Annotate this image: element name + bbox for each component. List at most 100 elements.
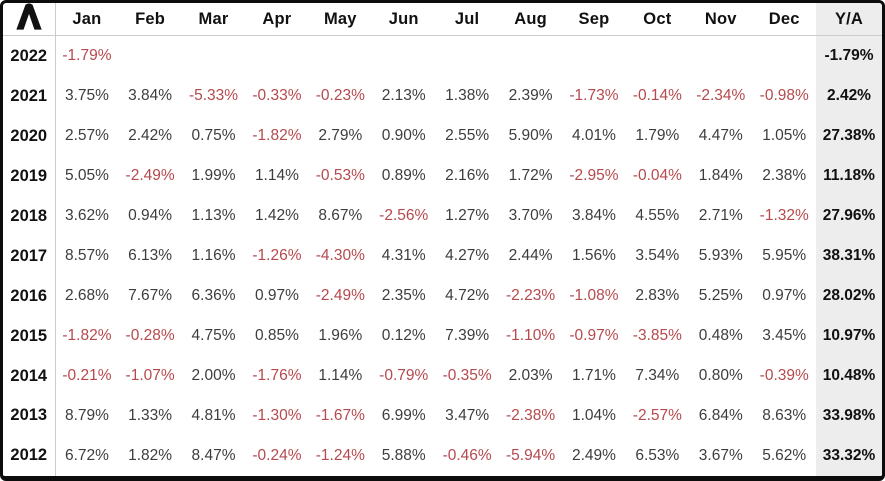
return-cell-2021-jan: 3.75%: [64, 87, 109, 105]
return-cell-2014-feb: -1.07%: [125, 367, 175, 385]
return-cell-2017-nov: 5.93%: [698, 247, 743, 265]
return-cell-2020-feb: 2.42%: [128, 127, 173, 145]
return-cell-2012-oct: 6.53%: [635, 446, 680, 464]
return-cell-2019-nov: 1.84%: [698, 167, 743, 185]
return-cell-2018-jul: 1.27%: [445, 207, 490, 225]
ya-cell-2014: 10.48%: [816, 356, 882, 396]
year-cell-2015: 2015: [3, 316, 56, 357]
return-cell-2018-dec: -1.32%: [759, 207, 809, 225]
return-cell-2020-may: 2.79%: [318, 127, 363, 145]
return-cell-2012-dec: 5.62%: [762, 446, 807, 464]
return-cell-2015-jul: 7.39%: [445, 327, 490, 345]
return-cell-2014-nov: 0.80%: [698, 367, 743, 385]
ya-cell-2016: 28.02%: [816, 276, 882, 317]
return-cell-2012-may: -1.24%: [315, 446, 365, 464]
column-header-mar: Mar: [181, 3, 246, 36]
return-cell-2021-dec: -0.98%: [759, 87, 809, 105]
return-cell-2012-mar: 8.47%: [191, 446, 236, 464]
column-header-jul: Jul: [435, 3, 499, 36]
return-cell-2017-may: -4.30%: [315, 247, 365, 265]
column-header-apr: Apr: [245, 3, 309, 36]
table-row-2021: 2021 3.75% 3.84% -5.33% -0.33% -0.23% 2.13% 1.3…: [3, 76, 882, 117]
return-cell-2019-sep: -2.95%: [569, 167, 619, 185]
return-cell-2016-oct: 2.83%: [635, 287, 680, 305]
column-header-aug: Aug: [498, 3, 563, 36]
column-header-jun: Jun: [372, 3, 436, 36]
return-cell-2013-dec: 8.63%: [762, 406, 807, 424]
return-cell-2015-mar: 4.75%: [191, 327, 236, 345]
return-cell-2014-aug: 2.03%: [508, 367, 553, 385]
column-header-nov: Nov: [689, 3, 753, 36]
return-cell-2021-may: -0.23%: [315, 87, 365, 105]
column-header-oct: Oct: [625, 3, 690, 36]
return-cell-2018-sep: 3.84%: [571, 207, 616, 225]
return-cell-2019-apr: 1.14%: [254, 167, 299, 185]
year-cell-2021: 2021: [3, 76, 56, 117]
return-cell-2022-sep: [562, 36, 625, 77]
return-cell-2020-aug: 5.90%: [508, 127, 553, 145]
return-cell-2020-jul: 2.55%: [445, 127, 490, 145]
return-cell-2016-mar: 6.36%: [191, 287, 236, 305]
return-cell-2013-mar: 4.81%: [191, 406, 236, 424]
column-header-ya: Y/A: [816, 3, 882, 36]
return-cell-2016-nov: 5.25%: [698, 287, 743, 305]
return-cell-2022-jun: [372, 36, 435, 77]
return-cell-2015-dec: 3.45%: [762, 327, 807, 345]
table-row-2019: 2019 5.05% -2.49% 1.99% 1.14% -0.53% 0.89% 2.16…: [3, 156, 882, 197]
return-cell-2017-aug: 2.44%: [508, 247, 553, 265]
return-cell-2016-sep: -1.08%: [569, 287, 619, 305]
return-cell-2019-oct: -0.04%: [632, 167, 682, 185]
table-row-2016: 2016 2.68% 7.67% 6.36% 0.97% -2.49% 2.35% 4.72%…: [3, 276, 882, 317]
return-cell-2018-may: 8.67%: [318, 207, 363, 225]
return-cell-2020-dec: 1.05%: [762, 127, 807, 145]
return-cell-2014-oct: 7.34%: [635, 367, 680, 385]
return-cell-2017-dec: 5.95%: [762, 247, 807, 265]
caret-logo-icon[interactable]: [14, 3, 44, 30]
return-cell-2013-sep: 1.04%: [571, 406, 616, 424]
return-cell-2014-sep: 1.71%: [571, 367, 616, 385]
table-row-2022: 2022 -1.79% -1.79%: [3, 35, 882, 77]
year-cell-2019: 2019: [3, 156, 56, 197]
column-header-sep: Sep: [562, 3, 626, 36]
return-cell-2020-oct: 1.79%: [635, 127, 680, 145]
table-row-2017: 2017 8.57% 6.13% 1.16% -1.26% -4.30% 4.31% 4.27…: [3, 236, 882, 277]
return-cell-2018-jun: -2.56%: [379, 207, 429, 225]
return-cell-2018-apr: 1.42%: [254, 207, 299, 225]
return-cell-2015-apr: 0.85%: [254, 327, 299, 345]
return-cell-2018-aug: 3.70%: [508, 207, 553, 225]
return-cell-2013-jul: 3.47%: [445, 406, 490, 424]
return-cell-2019-may: -0.53%: [315, 167, 365, 185]
return-cell-2013-apr: -1.30%: [252, 406, 302, 424]
return-cell-2017-jan: 8.57%: [64, 247, 109, 265]
return-cell-2020-mar: 0.75%: [191, 127, 236, 145]
return-cell-2012-jan: 6.72%: [64, 446, 109, 464]
return-cell-2017-mar: 1.16%: [191, 247, 236, 265]
monthly-returns-table: Jan Feb Mar Apr May Jun Jul Aug Sep Oct Nov Dec Y/A …: [3, 3, 882, 476]
return-cell-2020-sep: 4.01%: [571, 127, 616, 145]
ya-cell-2017: 38.31%: [816, 236, 882, 277]
ya-cell-2020: 27.38%: [816, 116, 882, 157]
column-header-may: May: [308, 3, 373, 36]
return-cell-2017-jul: 4.27%: [445, 247, 490, 265]
return-cell-2019-feb: -2.49%: [125, 167, 175, 185]
return-cell-2017-oct: 3.54%: [635, 247, 680, 265]
ya-cell-2018: 27.96%: [816, 196, 882, 237]
return-cell-2014-mar: 2.00%: [191, 367, 236, 385]
return-cell-2022-may: [309, 36, 372, 77]
return-cell-2021-apr: -0.33%: [252, 87, 302, 105]
table-row-2018: 2018 3.62% 0.94% 1.13% 1.42% 8.67% -2.56% 1.27%…: [3, 196, 882, 237]
return-cell-2022-aug: [499, 36, 562, 77]
return-cell-2020-jan: 2.57%: [64, 127, 109, 145]
return-cell-2015-jun: 0.12%: [381, 327, 426, 345]
logo-cell: [3, 3, 56, 36]
return-cell-2014-jul: -0.35%: [442, 367, 492, 385]
return-cell-2014-jan: -0.21%: [62, 367, 112, 385]
year-cell-2013: 2013: [3, 396, 56, 436]
return-cell-2021-oct: -0.14%: [632, 87, 682, 105]
return-cell-2013-may: -1.67%: [315, 406, 365, 424]
return-cell-2018-oct: 4.55%: [635, 207, 680, 225]
return-cell-2013-nov: 6.84%: [698, 406, 743, 424]
return-cell-2013-feb: 1.33%: [128, 406, 173, 424]
table-row-2015: 2015 -1.82% -0.28% 4.75% 0.85% 1.96% 0.12% 7.39…: [3, 316, 882, 357]
